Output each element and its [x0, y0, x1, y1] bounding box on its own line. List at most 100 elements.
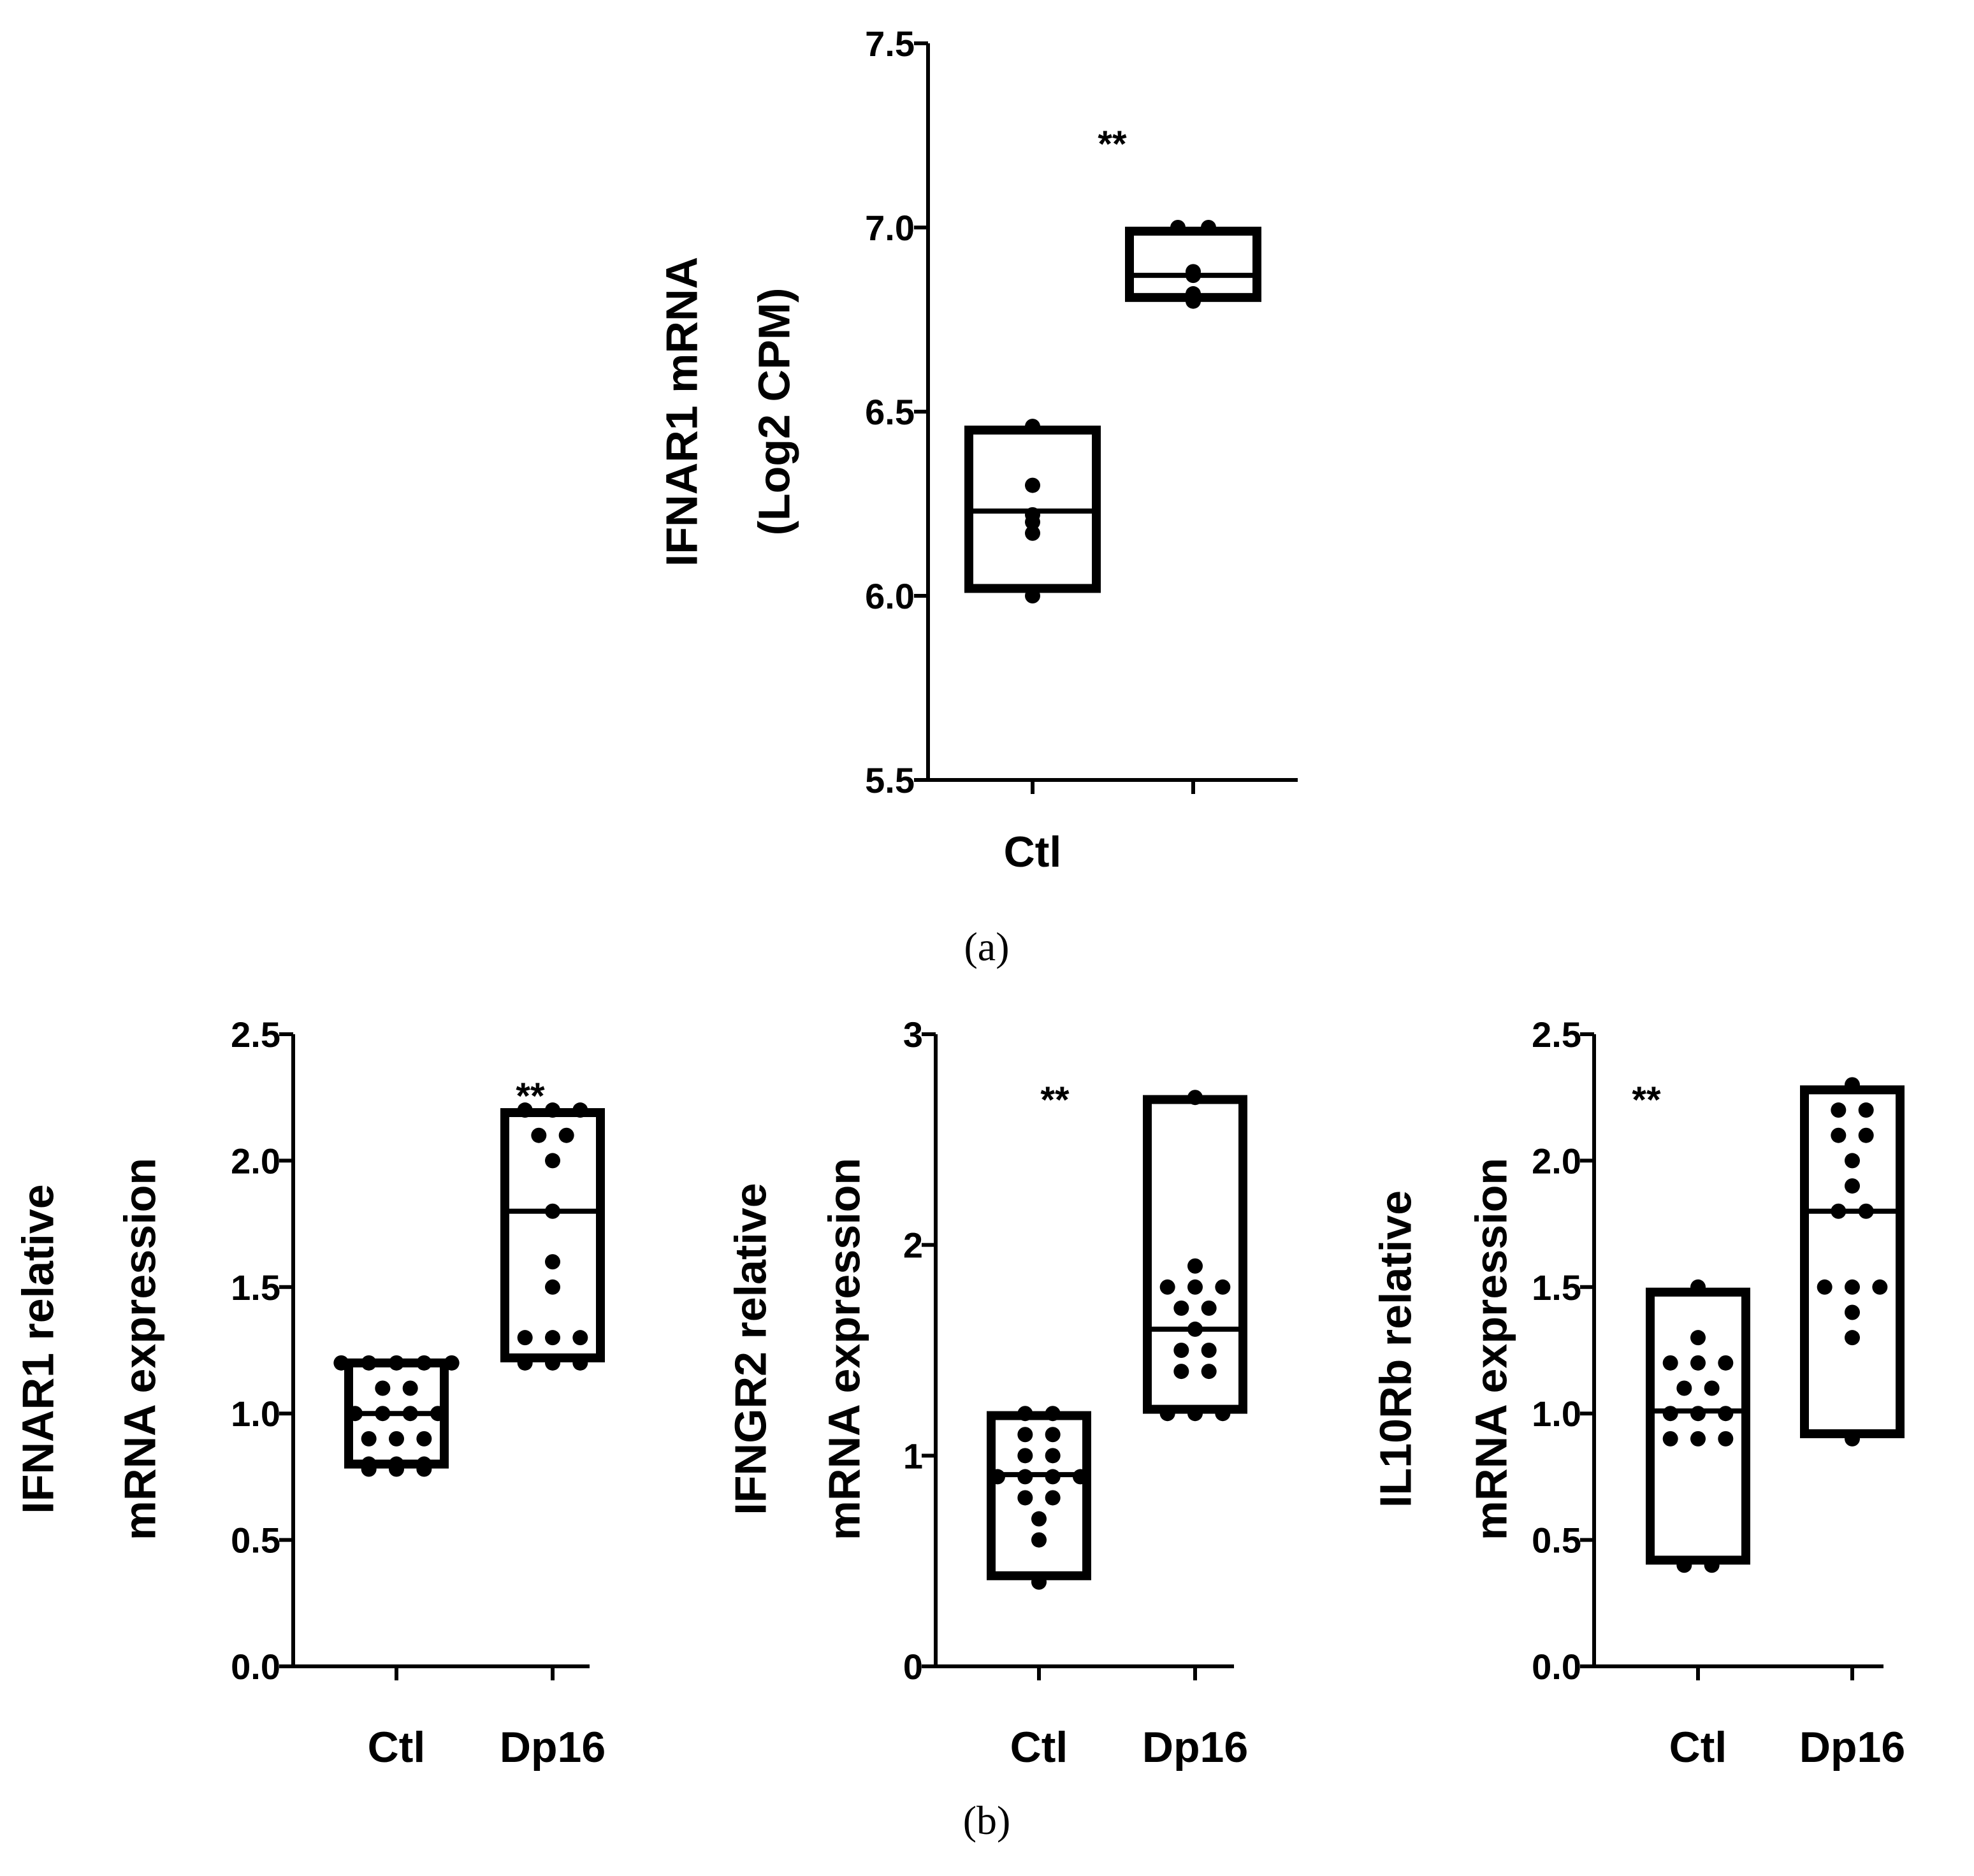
- chart-b1-ifnar1-relative: 0.0 0.5 1.0 1.5 2.0 2.5 IFNAR1 relative mRNA ex…: [13, 1014, 606, 1771]
- data-point: [1017, 1406, 1033, 1422]
- data-point: [430, 1406, 446, 1422]
- data-point: [545, 1153, 560, 1169]
- data-point: [1845, 1153, 1860, 1169]
- data-point: [517, 1330, 533, 1346]
- data-point: [1173, 1300, 1189, 1316]
- data-point: [517, 1355, 533, 1371]
- data-point: [1662, 1406, 1678, 1422]
- chart-b2-ifngr2-relative: 0 1 2 3 IFNGR2 relative mRNA expression Ctl Dp1…: [725, 1014, 1248, 1771]
- data-point: [1831, 1203, 1847, 1219]
- x-category-label: Ctl: [368, 1723, 426, 1771]
- y-axis-label: IFNGR2 relative: [725, 1183, 775, 1515]
- y-tick-label: 0: [903, 1647, 923, 1687]
- y-axis-label: mRNA expression: [1466, 1158, 1516, 1540]
- data-point: [1025, 507, 1040, 523]
- data-point: [1845, 1431, 1860, 1447]
- data-point: [1031, 1511, 1047, 1527]
- data-point: [572, 1355, 588, 1371]
- data-point: [1872, 1279, 1888, 1295]
- data-point: [444, 1355, 460, 1371]
- data-point: [389, 1456, 404, 1472]
- y-axis-label: IL10Rb relative: [1370, 1190, 1420, 1508]
- data-point: [1187, 1258, 1203, 1274]
- data-point: [1186, 264, 1201, 280]
- data-point: [361, 1456, 377, 1472]
- data-point: [1662, 1355, 1678, 1371]
- data-point: [1845, 1178, 1860, 1194]
- y-tick-label: 1.5: [231, 1267, 280, 1308]
- data-point: [1173, 1364, 1189, 1380]
- y-tick-label: 0.5: [1532, 1520, 1581, 1561]
- data-point: [1845, 1330, 1860, 1346]
- y-tick-label: 1.0: [231, 1394, 280, 1434]
- box-1: [1800, 1085, 1905, 1438]
- y-axis-label: mRNA expression: [819, 1158, 869, 1540]
- y-tick-label: 2.0: [231, 1141, 280, 1181]
- y-axis-label: IFNAR1 relative: [13, 1184, 62, 1513]
- data-point: [572, 1102, 588, 1118]
- data-point: [1845, 1304, 1860, 1320]
- significance-marker: **: [1040, 1079, 1070, 1121]
- data-point: [416, 1456, 432, 1472]
- data-point: [333, 1355, 349, 1371]
- data-point: [1201, 220, 1216, 235]
- data-point: [990, 1469, 1005, 1485]
- y-tick-label: 2: [903, 1225, 923, 1266]
- y-tick-label: 0.0: [1532, 1647, 1581, 1687]
- data-point: [1025, 419, 1040, 435]
- data-point: [402, 1380, 418, 1396]
- data-point: [389, 1355, 404, 1371]
- data-point: [1845, 1279, 1860, 1295]
- chart-b3-il10rb-relative: 0.0 0.5 1.0 1.5 2.0 2.5 IL10Rb relative mRNA ex…: [1370, 1014, 1905, 1771]
- data-point: [1045, 1406, 1061, 1422]
- data-point: [1201, 1343, 1217, 1358]
- data-point: [416, 1431, 432, 1447]
- data-point: [1187, 1279, 1203, 1295]
- data-point: [1173, 1343, 1189, 1358]
- data-point: [1831, 1102, 1847, 1118]
- data-point: [1031, 1532, 1047, 1548]
- data-point: [517, 1102, 533, 1118]
- x-category-label: Dp16: [500, 1723, 606, 1771]
- data-point: [1045, 1469, 1061, 1485]
- data-point: [1017, 1448, 1033, 1464]
- data-point: [1201, 1300, 1217, 1316]
- data-point: [1025, 525, 1040, 541]
- data-point: [1045, 1490, 1061, 1506]
- data-point: [545, 1279, 560, 1295]
- y-tick-label: 7.0: [865, 208, 915, 248]
- data-point: [545, 1330, 560, 1346]
- y-axis-label: mRNA expression: [115, 1158, 164, 1540]
- x-category-label: Dp16: [1142, 1723, 1248, 1771]
- y-tick-label: 3: [903, 1014, 923, 1055]
- data-point: [545, 1203, 560, 1219]
- data-point: [1170, 220, 1186, 235]
- panel-label-b: (b): [963, 1798, 1011, 1843]
- data-point: [1831, 1127, 1847, 1143]
- data-point: [1215, 1406, 1231, 1422]
- data-point: [375, 1406, 391, 1422]
- box-0: [987, 1411, 1091, 1580]
- data-point: [1690, 1330, 1706, 1346]
- data-point: [1718, 1431, 1734, 1447]
- x-category-label: Ctl: [1004, 828, 1062, 876]
- data-point: [1690, 1431, 1706, 1447]
- data-point: [1073, 1469, 1088, 1485]
- data-point: [1704, 1380, 1720, 1396]
- data-point: [1676, 1557, 1692, 1573]
- y-tick-label: 2.0: [1532, 1141, 1581, 1181]
- data-point: [361, 1431, 377, 1447]
- y-tick-label: 1: [903, 1436, 923, 1476]
- data-point: [558, 1127, 574, 1143]
- y-tick-label: 0.0: [231, 1647, 280, 1687]
- panel-label-a: (a): [964, 924, 1009, 969]
- x-category-label: Dp16: [1799, 1723, 1905, 1771]
- data-point: [1159, 1279, 1175, 1295]
- data-point: [1017, 1427, 1033, 1443]
- data-point: [389, 1431, 404, 1447]
- data-point: [1045, 1448, 1061, 1464]
- data-point: [1690, 1355, 1706, 1371]
- significance-marker: **: [1632, 1079, 1661, 1121]
- y-tick-label: 6.5: [865, 392, 915, 432]
